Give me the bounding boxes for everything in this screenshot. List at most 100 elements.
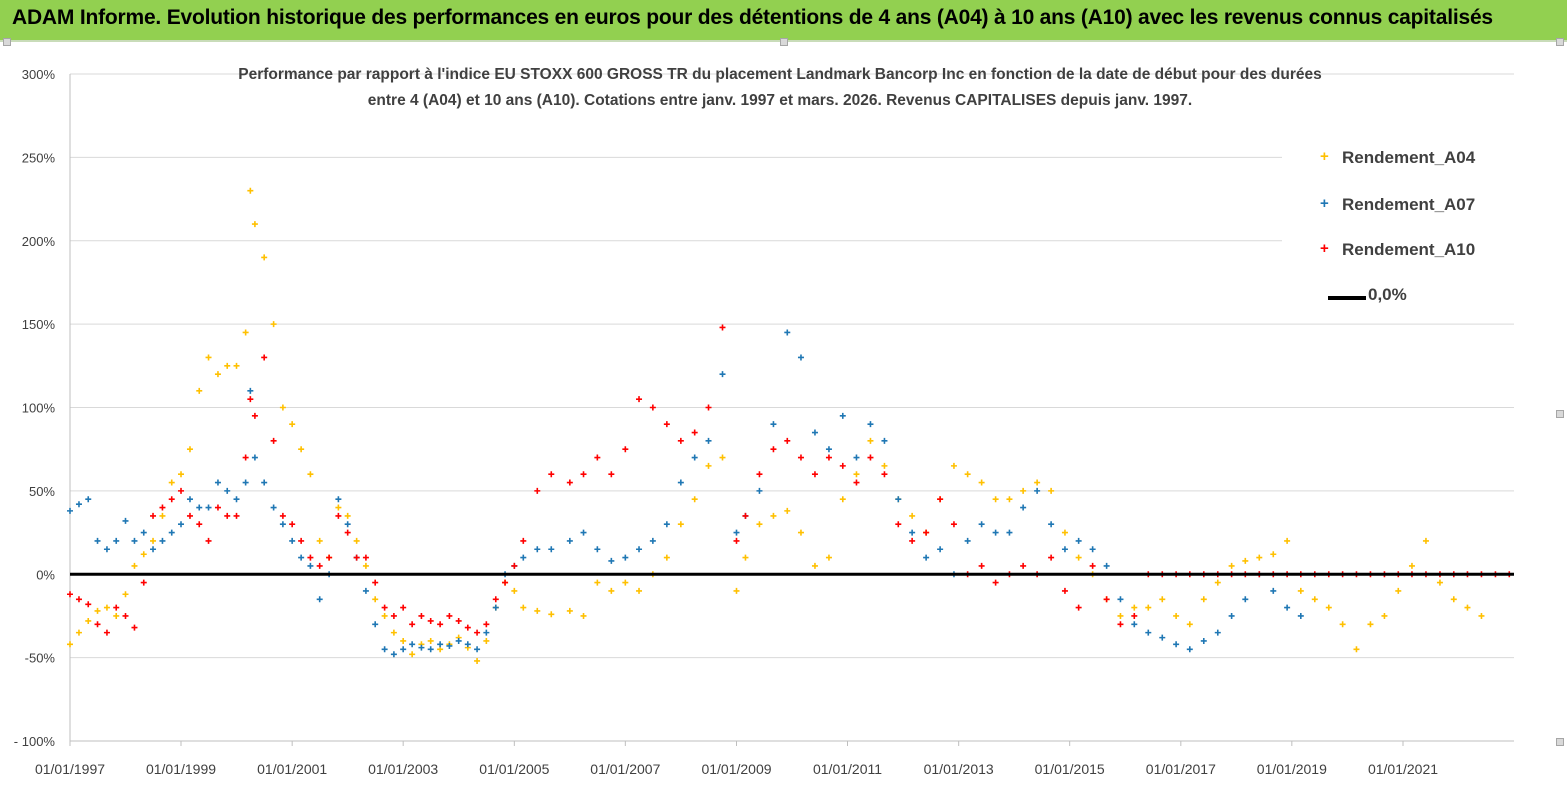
data-point-a04: [1075, 554, 1082, 561]
resize-handle-bottom-right[interactable]: [1556, 738, 1564, 746]
data-point-a07: [344, 521, 351, 528]
data-point-a10: [75, 596, 82, 603]
data-point-a07: [964, 537, 971, 544]
data-point-a07: [418, 644, 425, 651]
data-point-a07: [691, 454, 698, 461]
data-point-a04: [122, 591, 129, 598]
data-point-a07: [492, 604, 499, 611]
data-point-a07: [784, 329, 791, 336]
data-point-a04: [113, 612, 120, 619]
data-point-a04: [1311, 596, 1318, 603]
y-tick-label: 300%: [22, 67, 56, 82]
resize-handle-top-left[interactable]: [3, 38, 11, 46]
data-point-a10: [372, 579, 379, 586]
data-point-a07: [446, 642, 453, 649]
data-point-a04: [719, 454, 726, 461]
data-point-a04: [520, 604, 527, 611]
data-point-a07: [719, 371, 726, 378]
data-point-a04: [867, 437, 874, 444]
data-point-a04: [474, 657, 481, 664]
data-point-a10: [344, 529, 351, 536]
data-point-a10: [1061, 587, 1068, 594]
data-point-a10: [1089, 562, 1096, 569]
data-point-a10: [566, 479, 573, 486]
data-point-a07: [622, 554, 629, 561]
chart-title: Performance par rapport à l'indice EU ST…: [150, 62, 1410, 114]
data-point-a04: [85, 617, 92, 624]
data-point-a10: [224, 512, 231, 519]
data-point-a04: [1464, 604, 1471, 611]
data-point-a07: [168, 529, 175, 536]
data-point-a04: [1284, 537, 1291, 544]
data-point-a07: [94, 537, 101, 544]
legend-marker-a04: +: [1320, 148, 1329, 165]
data-point-a04: [437, 646, 444, 653]
data-point-a10: [316, 562, 323, 569]
data-point-a10: [1020, 562, 1027, 569]
data-point-a07: [372, 621, 379, 628]
data-point-a07: [677, 479, 684, 486]
data-point-a07: [1228, 612, 1235, 619]
data-point-a10: [649, 404, 656, 411]
data-point-a10: [811, 471, 818, 478]
data-point-a04: [1339, 621, 1346, 628]
y-tick-label: 150%: [22, 317, 56, 332]
resize-handle-top-center[interactable]: [780, 38, 788, 46]
data-point-a04: [1436, 579, 1443, 586]
data-point-a04: [1422, 537, 1429, 544]
data-point-a07: [214, 479, 221, 486]
resize-handle-middle-right[interactable]: [1556, 410, 1564, 418]
data-point-a10: [719, 324, 726, 331]
data-point-a10: [168, 496, 175, 503]
data-point-a07: [797, 354, 804, 361]
data-point-a07: [224, 487, 231, 494]
data-point-a04: [881, 462, 888, 469]
data-point-a10: [867, 454, 874, 461]
data-point-a04: [797, 529, 804, 536]
data-point-a07: [279, 521, 286, 528]
data-point-a10: [113, 604, 120, 611]
data-point-a07: [636, 546, 643, 553]
data-point-a04: [1297, 587, 1304, 594]
data-point-a10: [474, 629, 481, 636]
x-tick-label: 01/01/2019: [1257, 761, 1327, 777]
data-point-a07: [520, 554, 527, 561]
data-point-a04: [131, 562, 138, 569]
data-point-a04: [381, 612, 388, 619]
data-point-a10: [895, 521, 902, 528]
data-point-a04: [1367, 621, 1374, 628]
x-tick-label: 01/01/2009: [701, 761, 771, 777]
resize-handle-top-right[interactable]: [1556, 38, 1564, 46]
data-point-a04: [289, 421, 296, 428]
data-point-a07: [923, 554, 930, 561]
legend-label-zero: 0,0%: [1368, 285, 1407, 304]
data-point-a07: [839, 412, 846, 419]
data-point-a04: [1450, 596, 1457, 603]
data-point-a07: [178, 521, 185, 528]
data-point-a04: [1186, 621, 1193, 628]
data-point-a10: [909, 537, 916, 544]
data-point-a07: [1297, 612, 1304, 619]
data-point-a07: [140, 529, 147, 536]
data-point-a07: [594, 546, 601, 553]
data-point-a04: [636, 587, 643, 594]
data-point-a04: [224, 362, 231, 369]
chart-legend[interactable]: + Rendement_A04 + Rendement_A07 + Rendem…: [1282, 134, 1514, 320]
data-point-a10: [251, 412, 258, 419]
data-point-a10: [270, 437, 277, 444]
data-point-a10: [705, 404, 712, 411]
data-point-a07: [548, 546, 555, 553]
data-point-a04: [196, 387, 203, 394]
x-tick-label: 01/01/2005: [479, 761, 549, 777]
data-point-a10: [770, 446, 777, 453]
data-point-a10: [1103, 596, 1110, 603]
data-point-a07: [474, 646, 481, 653]
chart-title-line1: Performance par rapport à l'indice EU ST…: [238, 66, 1322, 83]
data-point-a04: [1117, 612, 1124, 619]
data-point-a10: [103, 629, 110, 636]
data-point-a10: [150, 512, 157, 519]
data-point-a10: [94, 621, 101, 628]
data-point-a04: [270, 321, 277, 328]
data-point-a07: [1145, 629, 1152, 636]
data-point-a04: [1173, 612, 1180, 619]
